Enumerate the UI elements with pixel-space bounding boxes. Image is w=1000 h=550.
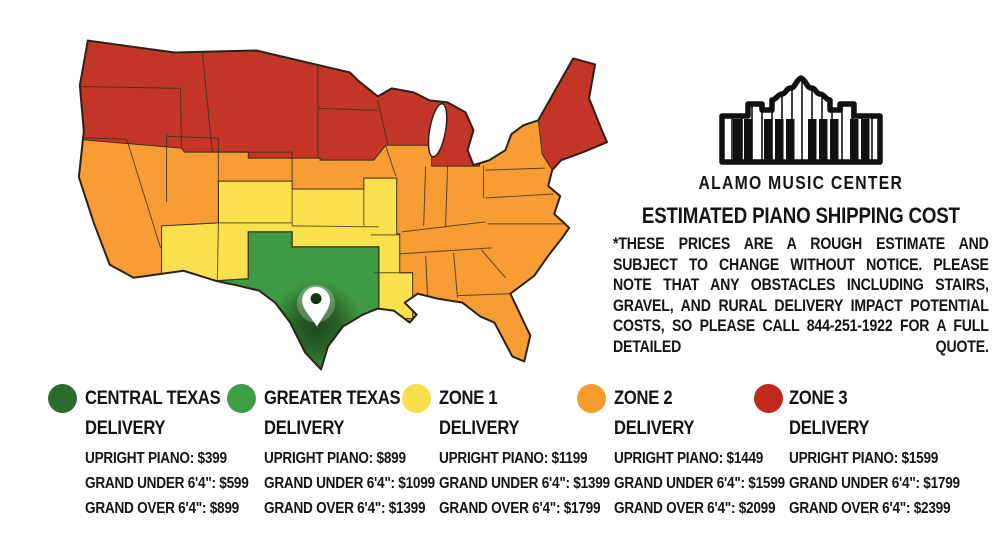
legend-price-grand-over: GRAND OVER 6'4": $899 bbox=[85, 500, 239, 517]
shipping-cost-title: ESTIMATED PIANO SHIPPING COST bbox=[641, 203, 960, 228]
legend-zone-name: ZONE 2 bbox=[614, 387, 673, 409]
legend-delivery-label: DELIVERY bbox=[264, 417, 345, 439]
us-shipping-zone-map bbox=[77, 39, 609, 371]
legend-item-central-texas: CENTRAL TEXAS DELIVERY UPRIGHT PIANO: $3… bbox=[85, 383, 281, 521]
legend-zone-name: GREATER TEXAS bbox=[264, 387, 401, 409]
legend-dot-central-texas bbox=[48, 384, 77, 413]
legend-zone-name: ZONE 3 bbox=[789, 387, 848, 409]
legend-price-grand-under: GRAND UNDER 6'4": $1799 bbox=[789, 475, 960, 492]
legend-price-grand-over: GRAND OVER 6'4": $2399 bbox=[789, 500, 951, 517]
legend-item-greater-texas: GREATER TEXAS DELIVERY UPRIGHT PIANO: $8… bbox=[264, 383, 460, 521]
info-panel: ALAMO MUSIC CENTER ESTIMATED PIANO SHIPP… bbox=[613, 74, 989, 378]
alamo-piano-logo-icon bbox=[719, 75, 883, 165]
legend-item-zone2: ZONE 2 DELIVERY UPRIGHT PIANO: $1449 GRA… bbox=[614, 383, 810, 521]
legend-dot-zone3 bbox=[754, 384, 783, 413]
legend-price-upright: UPRIGHT PIANO: $399 bbox=[85, 450, 227, 467]
location-pin-icon bbox=[297, 284, 335, 327]
legend-price-grand-under: GRAND UNDER 6'4": $1599 bbox=[614, 475, 785, 492]
legend-zone-name: ZONE 1 bbox=[439, 387, 498, 409]
legend-price-grand-under: GRAND UNDER 6'4": $1399 bbox=[439, 475, 610, 492]
legend-price-upright: UPRIGHT PIANO: $1449 bbox=[614, 450, 764, 467]
legend-dot-greater-texas bbox=[227, 384, 256, 413]
legend-price-grand-under: GRAND UNDER 6'4": $599 bbox=[85, 475, 249, 492]
legend-dot-zone2 bbox=[577, 384, 606, 413]
state-borders bbox=[78, 53, 564, 298]
legend-price-grand-over: GRAND OVER 6'4": $1399 bbox=[264, 500, 426, 517]
legend-delivery-label: DELIVERY bbox=[85, 417, 166, 439]
legend-delivery-label: DELIVERY bbox=[614, 417, 695, 439]
legend-delivery-label: DELIVERY bbox=[789, 417, 870, 439]
legend-item-zone3: ZONE 3 DELIVERY UPRIGHT PIANO: $1599 GRA… bbox=[789, 383, 985, 521]
legend-item-zone1: ZONE 1 DELIVERY UPRIGHT PIANO: $1199 GRA… bbox=[439, 383, 635, 521]
legend-price-upright: UPRIGHT PIANO: $1199 bbox=[439, 450, 588, 467]
legend-price-grand-over: GRAND OVER 6'4": $1799 bbox=[439, 500, 601, 517]
legend-delivery-label: DELIVERY bbox=[439, 417, 520, 439]
legend-price-grand-over: GRAND OVER 6'4": $2099 bbox=[614, 500, 776, 517]
us-outline bbox=[77, 39, 609, 371]
alamo-logo bbox=[613, 74, 989, 171]
legend-price-upright: UPRIGHT PIANO: $1599 bbox=[789, 450, 939, 467]
legend-price-upright: UPRIGHT PIANO: $899 bbox=[264, 450, 406, 467]
legend-price-grand-under: GRAND UNDER 6'4": $1099 bbox=[264, 475, 435, 492]
disclaimer-text: *THESE PRICES ARE A ROUGH ESTIMATE AND S… bbox=[613, 234, 989, 356]
map-zone3-newengland-region bbox=[537, 57, 608, 171]
logo-text: ALAMO MUSIC CENTER bbox=[698, 172, 904, 193]
legend-dot-zone1 bbox=[402, 384, 431, 413]
lake-michigan bbox=[427, 102, 448, 158]
legend-zone-name: CENTRAL TEXAS bbox=[85, 387, 221, 409]
